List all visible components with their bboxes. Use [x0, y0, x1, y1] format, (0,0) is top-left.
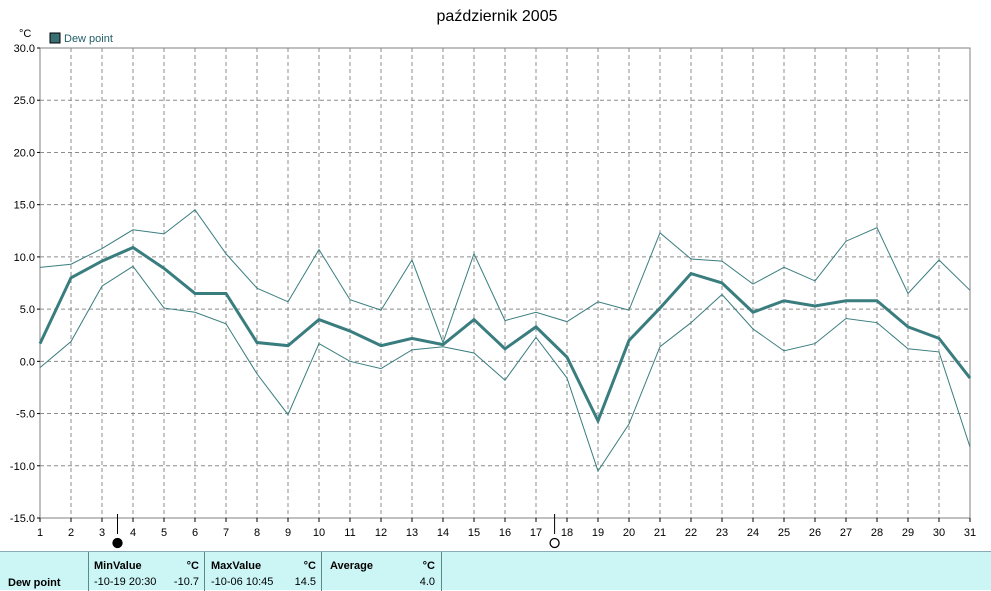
y-tick-label: 0.0 — [20, 356, 35, 368]
x-tick-label: 2 — [68, 527, 74, 539]
max-value-unit: °C — [303, 560, 316, 572]
x-tick-label: 20 — [623, 527, 635, 539]
min-value: -10.7 — [173, 576, 199, 588]
max-value-header: MaxValue — [211, 560, 262, 572]
x-tick-label: 31 — [964, 527, 976, 539]
x-tick-label: 8 — [254, 527, 260, 539]
x-tick-label: 19 — [592, 527, 604, 539]
x-tick-label: 16 — [499, 527, 511, 539]
x-tick-label: 15 — [468, 527, 480, 539]
stats-table: Dew point MinValue °C -10-19 20:30 -10.7… — [0, 551, 991, 591]
x-tick-label: 24 — [747, 527, 759, 539]
x-tick-label: 22 — [685, 527, 697, 539]
y-axis-unit: °C — [19, 28, 31, 40]
x-tick-labels: 1 2 3 4 5 6 7 8 9 10 11 12 13 14 15 16 17 18 19 20 21 22 23 24 2… — [37, 518, 976, 539]
y-tick-label: 20.0 — [14, 147, 35, 159]
series-lines — [38, 209, 972, 473]
x-tick-label: 27 — [840, 527, 852, 539]
min-value-cell: MinValue °C -10-19 20:30 -10.7 — [89, 552, 205, 591]
x-tick-label: 10 — [313, 527, 325, 539]
x-tick-label: 14 — [437, 527, 449, 539]
x-tick-label: 25 — [778, 527, 790, 539]
y-tick-label: 25.0 — [14, 95, 35, 107]
grid-lines — [40, 48, 970, 518]
y-tick-label: -10.0 — [10, 461, 35, 473]
x-tick-label: 9 — [285, 527, 291, 539]
x-tick-label: 1 — [37, 527, 43, 539]
max-value-cell: MaxValue °C -10-06 10:45 14.5 — [205, 552, 322, 591]
chart-title: październik 2005 — [437, 8, 558, 25]
x-tick-label: 26 — [809, 527, 821, 539]
x-tick-label: 11 — [344, 527, 355, 539]
series-line-average — [38, 245, 972, 425]
min-value-time: -10-19 20:30 — [94, 576, 157, 588]
y-tick-label: -15.0 — [10, 513, 35, 525]
x-tick-label: 12 — [375, 527, 387, 539]
y-tick-label: 15.0 — [14, 200, 35, 212]
legend-label: Dew point — [64, 33, 113, 45]
stats-row-label-cell: Dew point — [0, 552, 89, 591]
x-tick-label: 7 — [223, 527, 229, 539]
x-tick-label: 29 — [902, 527, 914, 539]
x-tick-label: 4 — [130, 527, 136, 539]
x-tick-label: 30 — [933, 527, 945, 539]
x-tick-label: 5 — [161, 527, 167, 539]
x-tick-label: 28 — [871, 527, 883, 539]
y-tick-label: -5.0 — [16, 409, 35, 421]
max-marker — [549, 537, 560, 549]
x-tick-label: 3 — [99, 527, 105, 539]
y-tick-label: 10.0 — [14, 252, 35, 264]
min-value-header: MinValue — [94, 560, 142, 572]
markers — [112, 514, 560, 549]
dew-point-chart: październik 2005 °C Dew point 30.025.020… — [10, 8, 976, 549]
series-line-min — [39, 265, 971, 473]
legend-swatch — [49, 32, 61, 44]
average-header: Average — [330, 560, 374, 572]
max-value-time: -10-06 10:45 — [211, 576, 274, 588]
y-tick-label: 30.0 — [14, 43, 35, 55]
min-value-unit: °C — [186, 560, 199, 572]
average-cell: Average °C 4.0 — [322, 552, 442, 591]
y-tick-labels: 30.0 25.0 20.0 15.0 10.0 5.0 0.0 -5.0 -10.0 -15.0 — [10, 43, 40, 525]
x-tick-label: 23 — [716, 527, 728, 539]
y-tick-label: 5.0 — [20, 304, 35, 316]
x-tick-label: 6 — [192, 527, 198, 539]
x-tick-label: 13 — [406, 527, 418, 539]
average-value: 4.0 — [419, 576, 435, 588]
x-tick-label: 17 — [530, 527, 542, 539]
min-marker — [112, 537, 123, 549]
series-line-max — [39, 209, 971, 345]
average-unit: °C — [422, 560, 435, 572]
x-tick-label: 21 — [654, 527, 666, 539]
max-value: 14.5 — [294, 576, 316, 588]
stats-row-label: Dew point — [8, 577, 61, 589]
x-tick-label: 18 — [561, 527, 573, 539]
